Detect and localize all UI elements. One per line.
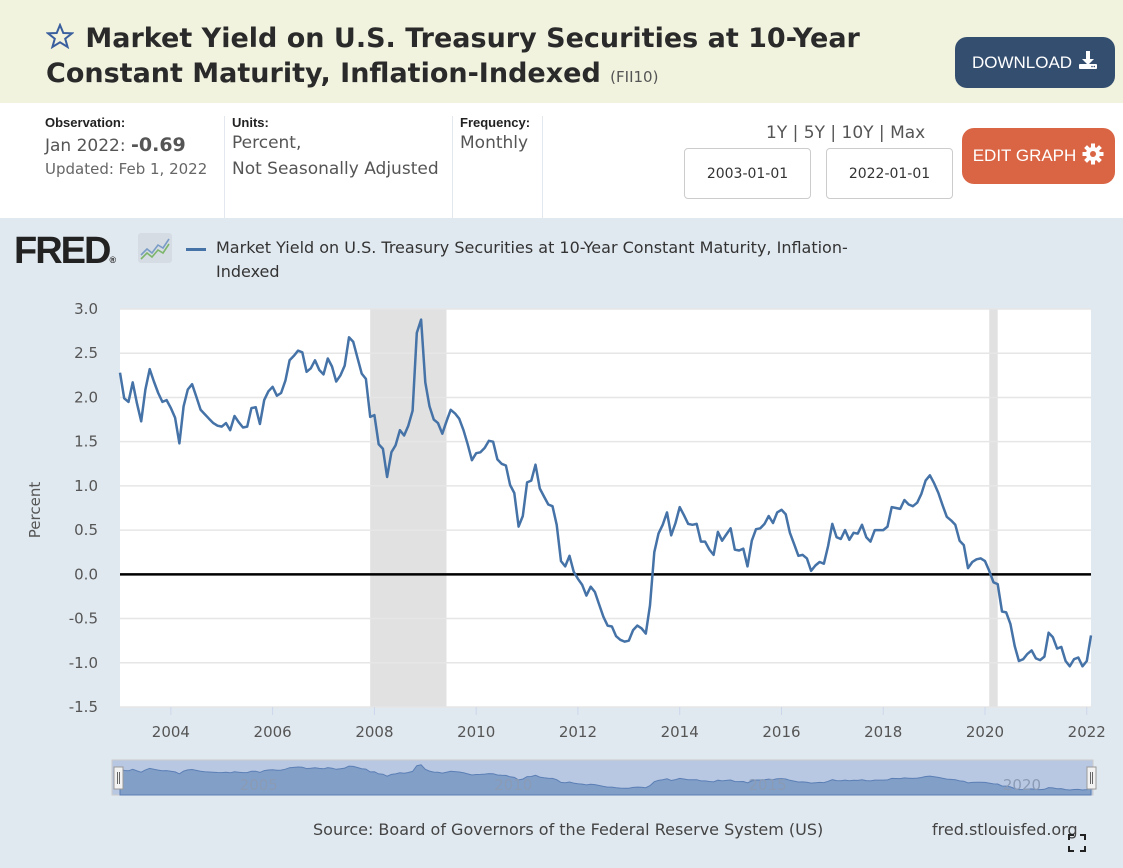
download-icon (1078, 50, 1098, 75)
fred-chart-icon (138, 233, 172, 263)
x-tick-label: 2016 (762, 723, 800, 741)
x-axis: 2004 2006 2008 2010 2012 2014 2016 2018 2020 2022 (152, 707, 1106, 741)
y-axis-label: Percent (26, 482, 44, 539)
range-links: 1Y | 5Y | 10Y | Max (766, 123, 926, 143)
x-tick-label: 2022 (1068, 723, 1106, 741)
y-tick-label: 1.0 (74, 477, 98, 495)
edit-graph-label: EDIT GRAPH (972, 146, 1077, 165)
y-tick-label: 0.5 (74, 521, 98, 539)
series-line-fii10 (118, 318, 1093, 668)
fred-logo[interactable]: FRED® (14, 230, 117, 272)
navigator-label: 2005 (240, 776, 278, 794)
range-link-5y[interactable]: 5Y (803, 123, 825, 143)
y-tick-label: -1.0 (69, 654, 98, 672)
recession-band (370, 309, 447, 707)
frequency-value: Monthly (460, 133, 529, 153)
download-label: DOWNLOAD (971, 52, 1073, 72)
navigator[interactable]: 2005 2010 2015 2020 (111, 759, 1097, 796)
fullscreen-icon[interactable] (1068, 834, 1086, 852)
x-tick-label: 2010 (457, 723, 495, 741)
navigator-series (119, 764, 1092, 796)
observation-label: Observation: (45, 115, 126, 130)
star-outline-icon[interactable] (45, 22, 76, 57)
page-title: Market Yield on U.S. Treasury Securities… (45, 22, 926, 94)
units-line2: Not Seasonally Adjusted (232, 159, 439, 179)
frequency-block: Frequency: Monthly (460, 115, 545, 217)
observation-value: -0.69 (131, 134, 186, 156)
x-tick-label: 2012 (559, 723, 597, 741)
navigator-label: 2020 (1003, 776, 1041, 794)
divider (224, 116, 225, 218)
range-link-1y[interactable]: 1Y (766, 123, 788, 143)
legend-label: Market Yield on U.S. Treasury Securities… (216, 238, 848, 281)
line-chart: Percent 3.0 2.5 2.0 1.5 1.0 0.5 0.0 -0.5 -1.0 -1.… (26, 300, 1106, 796)
x-tick-label: 2018 (864, 723, 902, 741)
range-link-max[interactable]: Max (890, 123, 926, 143)
navigator-handle-right[interactable] (1086, 766, 1097, 790)
plot-background (120, 309, 1091, 707)
header: Market Yield on U.S. Treasury Securities… (0, 0, 1123, 103)
y-tick-label: 2.0 (74, 388, 98, 406)
end-date-input[interactable]: 2022-01-01 (826, 148, 953, 199)
navigator-label: 2015 (748, 776, 786, 794)
y-tick-label: 2.5 (74, 344, 98, 362)
x-tick-label: 2008 (355, 723, 393, 741)
y-tick-label: 0.0 (74, 565, 98, 583)
units-line1: Percent, (232, 133, 302, 153)
units-block: Units: Percent, Not Seasonally Adjusted (232, 115, 452, 217)
observation-block: Observation: Jan 2022: -0.69 Updated: Fe… (45, 115, 220, 217)
updated-date: Updated: Feb 1, 2022 (45, 160, 208, 178)
x-tick-label: 2014 (661, 723, 699, 741)
site-link[interactable]: fred.stlouisfed.org (932, 820, 1078, 839)
title-text: Market Yield on U.S. Treasury Securities… (46, 23, 860, 89)
navigator-label: 2010 (494, 776, 532, 794)
download-button[interactable]: DOWNLOAD (955, 37, 1115, 88)
units-label: Units: (232, 115, 269, 130)
divider (542, 116, 543, 218)
observation-date: Jan 2022: (45, 136, 126, 156)
x-tick-label: 2020 (966, 723, 1004, 741)
recession-band (989, 309, 998, 707)
frequency-label: Frequency: (460, 115, 531, 130)
y-tick-label: -0.5 (69, 610, 98, 628)
series-meta: Observation: Jan 2022: -0.69 Updated: Fe… (0, 103, 1123, 218)
edit-graph-button[interactable]: EDIT GRAPH (962, 128, 1115, 184)
y-tick-label: 3.0 (74, 300, 98, 318)
x-tick-label: 2006 (254, 723, 292, 741)
start-date-input[interactable]: 2003-01-01 (684, 148, 811, 199)
y-tick-label: 1.5 (74, 433, 98, 451)
plot-area (118, 308, 1093, 708)
range-link-10y[interactable]: 10Y (841, 123, 874, 143)
x-tick-label: 2004 (152, 723, 190, 741)
y-axis: 3.0 2.5 2.0 1.5 1.0 0.5 0.0 -0.5 -1.0 -1.5 (69, 300, 98, 716)
gear-icon (1082, 143, 1104, 170)
legend-swatch (186, 248, 206, 251)
series-id: (FII10) (610, 68, 659, 86)
y-tick-label: -1.5 (69, 698, 98, 716)
navigator-handle-left[interactable] (113, 766, 124, 790)
source-note: Source: Board of Governors of the Federa… (313, 820, 824, 839)
divider (452, 116, 453, 218)
